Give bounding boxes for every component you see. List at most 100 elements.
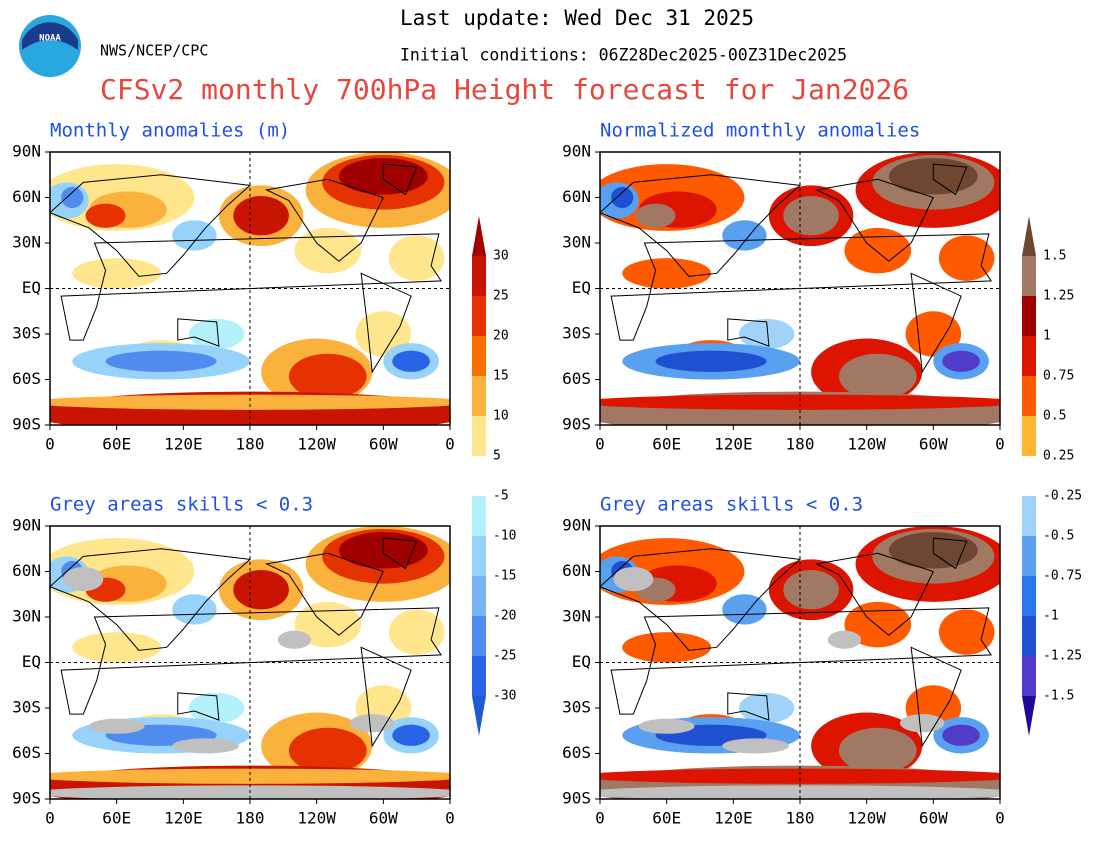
colorbar-end [472, 696, 486, 736]
map-field [600, 152, 1000, 425]
colorbar-label: -1.25 [1043, 649, 1082, 664]
colorbar-label: -0.25 [1043, 489, 1082, 504]
coastline [910, 646, 962, 748]
colorbar-label: 15 [493, 369, 509, 384]
coastline [382, 163, 418, 196]
logo-shape [22, 22, 78, 50]
colorbar-label: 10 [493, 409, 509, 424]
colorbar-segment [472, 656, 486, 696]
coastline [727, 318, 770, 347]
colorbar-label: 0.25 [1043, 449, 1074, 464]
lon-label: 0 [445, 435, 455, 454]
anomaly-area [72, 258, 162, 289]
colorbar-segment [1022, 656, 1036, 696]
lat-label: 60S [562, 369, 591, 388]
anomaly-area [611, 186, 634, 209]
anomaly-area [844, 601, 912, 648]
coastline [815, 178, 935, 262]
colorbar-segment [1022, 376, 1036, 416]
lat-label: 60N [12, 561, 41, 580]
map-field [50, 152, 450, 425]
anomaly-area [622, 258, 712, 289]
lon-label: 120W [847, 435, 886, 454]
colorbar-label: 0.5 [1043, 409, 1066, 424]
lon-label: 60E [102, 435, 131, 454]
logo-text: NOAA [39, 34, 61, 44]
lon-label: 120W [847, 809, 886, 828]
colorbar-label: -0.5 [1043, 529, 1074, 544]
anomaly-area [172, 594, 217, 625]
anomaly-area [600, 768, 1000, 784]
colorbar-end [1022, 216, 1036, 256]
anomaly-area [288, 727, 367, 774]
lat-label: 30S [562, 324, 591, 343]
anomaly-area [600, 394, 1000, 410]
lat-label: 60N [562, 561, 591, 580]
colorbar-segment [1022, 496, 1036, 536]
colorbar-segment [472, 296, 486, 336]
lon-label: 60E [102, 809, 131, 828]
lon-label: 120W [297, 809, 336, 828]
colorbar-end [472, 216, 486, 256]
colorbar-label: 1.25 [1043, 289, 1074, 304]
lat-label: EQ [22, 652, 41, 671]
colorbar-segment [472, 256, 486, 296]
colorbar-segment [1022, 296, 1036, 336]
low-skill-area [350, 714, 395, 733]
anomaly-area [294, 227, 362, 274]
coastline [600, 174, 802, 277]
coastline [600, 548, 802, 651]
anomaly-area [622, 632, 712, 663]
coastline [610, 233, 993, 341]
anomaly-area [783, 569, 839, 610]
anomaly-area [388, 235, 445, 281]
panel-title: Normalized monthly anomalies [600, 120, 920, 142]
lat-label: EQ [22, 278, 41, 297]
anomaly-area [738, 318, 795, 350]
colorbar-segment [1022, 576, 1036, 616]
anomaly-area [722, 220, 767, 251]
lon-label: 180 [236, 809, 265, 828]
anomaly-area [838, 353, 917, 400]
anomaly-area [938, 609, 995, 655]
low-skill-area [277, 630, 312, 649]
lat-label: 90N [12, 142, 41, 161]
low-skill-area [638, 718, 695, 734]
lon-label: 120E [714, 809, 753, 828]
lon-label: 0 [45, 435, 55, 454]
lon-label: 120E [164, 435, 203, 454]
anomaly-area [655, 350, 767, 372]
anomaly-area [50, 394, 450, 410]
colorbar: 30 25 20 15 10 5 -5 -10 -15 -20 -25 -30 [472, 216, 516, 736]
anomaly-area [105, 350, 217, 372]
colorbar-segment [472, 576, 486, 616]
colorbar-segment [1022, 536, 1036, 576]
anomaly-area [294, 601, 362, 648]
low-skill-area [613, 566, 654, 592]
lon-label: 180 [236, 435, 265, 454]
colorbar-end [1022, 696, 1036, 736]
coastline [265, 552, 385, 636]
colorbar-segment [472, 376, 486, 416]
anomaly-area [844, 227, 912, 274]
coastline [265, 178, 385, 262]
lat-label: EQ [572, 652, 591, 671]
lat-label: 30N [12, 607, 41, 626]
anomaly-area [783, 195, 839, 236]
lon-label: 180 [786, 435, 815, 454]
anomaly-area [942, 350, 980, 372]
lat-label: 90S [12, 789, 41, 808]
lon-label: 0 [595, 809, 605, 828]
colorbar-label: 5 [493, 449, 501, 464]
lat-label: 90N [562, 516, 591, 535]
colorbar-label: 0.75 [1043, 369, 1074, 384]
anomaly-area [722, 594, 767, 625]
low-skill-area [88, 718, 145, 734]
colorbar-label: 1.5 [1043, 249, 1066, 264]
anomaly-area [188, 692, 245, 724]
colorbar-label: -25 [493, 649, 516, 664]
lat-label: 90S [562, 415, 591, 434]
colorbar-label: -15 [493, 569, 516, 584]
anomaly-area [938, 235, 995, 281]
colorbar-label: 1 [1043, 329, 1051, 344]
